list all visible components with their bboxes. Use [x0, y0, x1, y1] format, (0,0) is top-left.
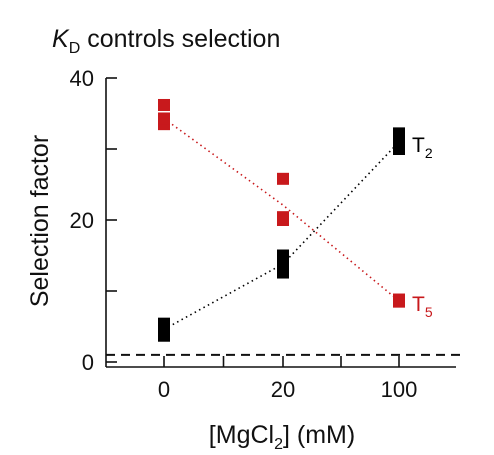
x-axis-label-pre: [MgCl	[209, 421, 274, 449]
chart-title-sub: D	[69, 40, 81, 57]
chart-title-rest: controls selection	[80, 25, 280, 53]
data-point-series-1	[158, 112, 170, 125]
y-ticks: 0 20 40	[70, 66, 117, 375]
series-label-0: T2	[412, 134, 433, 161]
x-ticks: 0 20 100	[158, 356, 417, 402]
y-tick-label: 40	[70, 66, 94, 91]
series-labels: T2 T5	[412, 134, 433, 320]
data-point-series-1	[393, 293, 405, 306]
x-axis-label: [MgCl2] (mM)	[209, 421, 355, 453]
chart-title-k: K	[52, 25, 70, 53]
data-point-series-0	[277, 249, 289, 262]
trend-line-series-0	[163, 141, 400, 331]
y-tick-label: 0	[82, 350, 94, 375]
series-label-1: T5	[412, 293, 433, 320]
data-point-series-1	[277, 211, 289, 224]
y-axis-label: Selection factor	[26, 135, 54, 307]
data-points	[158, 98, 405, 342]
data-point-series-1	[277, 172, 289, 185]
chart-title: KD controls selection	[52, 25, 280, 57]
x-tick-label: 100	[381, 377, 418, 402]
x-axis-label-sub: 2	[274, 436, 283, 453]
x-tick-label: 20	[271, 377, 295, 402]
y-tick-label: 20	[70, 208, 94, 233]
data-point-series-1	[158, 98, 170, 111]
data-point-series-0	[393, 127, 405, 140]
data-point-series-0	[158, 317, 170, 330]
x-tick-label: 0	[158, 377, 170, 402]
x-axis-label-post: ] (mM)	[283, 421, 355, 449]
